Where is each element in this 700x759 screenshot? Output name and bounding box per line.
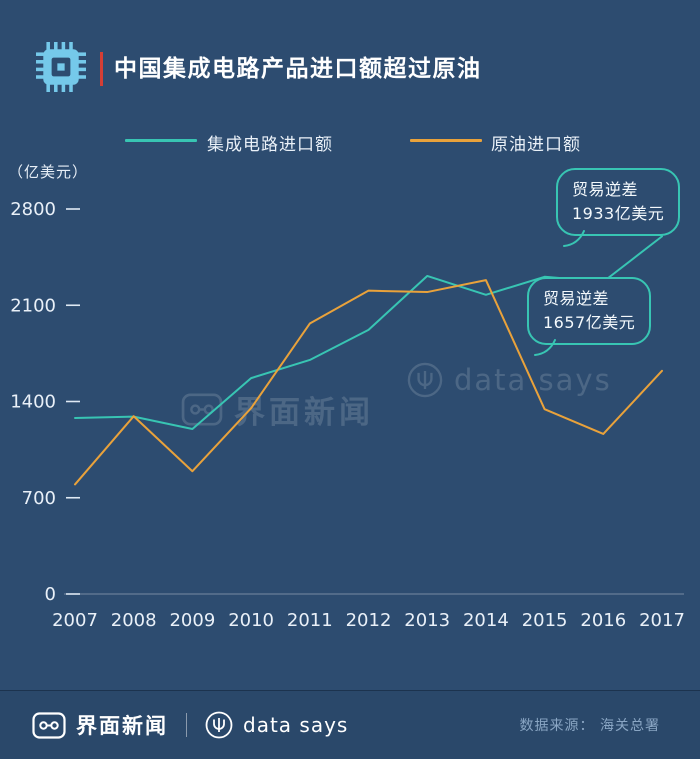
y-tick-label: 1400 [10,392,56,413]
footer-divider [186,713,187,737]
jiemian-brand-text: 界面新闻 [76,714,168,738]
annotation-bubble-2017-deficit: 贸易逆差 1933亿美元 [556,168,681,247]
y-tick-label: 2800 [10,199,56,220]
y-tick-label: 700 [22,488,56,509]
bubble-tail-icon [534,339,556,356]
datasays-logo-watermark-icon [407,362,443,398]
y-axis-unit-label: （亿美元） [8,163,89,181]
cpu-chip-icon [36,42,86,92]
y-tick-label: 0 [45,584,56,605]
x-tick-label: 2017 [639,610,685,631]
series-line-1 [74,279,663,486]
x-tick-label: 2009 [169,610,215,631]
legend-label-oil: 原油进口额 [491,135,581,155]
line-chart-canvas: 0 700 1400 2100 2800 2007 2008 2009 2010 2011 2012… [10,199,685,631]
bubble-tail-icon [563,230,585,247]
x-tick-label: 2014 [463,610,509,631]
footer: 界面新闻 data says 数据来源： 海关总署 [0,690,700,759]
x-tick-label: 2010 [228,610,274,631]
brand-group: 界面新闻 data says [32,710,348,740]
legend-label-ic: 集成电路进口额 [207,135,333,155]
x-tick-label: 2007 [52,610,98,631]
annotation-text-2017: 贸易逆差 1933亿美元 [572,180,665,223]
x-tick-label: 2013 [404,610,450,631]
data-source-text: 数据来源： 海关总署 [519,718,660,734]
x-tick-label: 2008 [111,610,157,631]
jiemian-logo-icon [32,711,66,739]
x-tick-label: 2016 [580,610,626,631]
annotation-bubble-2016-deficit: 贸易逆差 1657亿美元 [527,277,652,356]
page-title: 中国集成电路产品进口额超过原油 [114,56,482,82]
y-tick-label: 2100 [10,295,56,316]
datasays-logo-icon [205,711,233,739]
legend-swatch-ic [125,139,197,142]
jiemian-logo-watermark-icon [181,393,223,426]
x-tick-label: 2012 [346,610,392,631]
annotation-text-2016: 贸易逆差 1657亿美元 [543,289,636,332]
title-accent-bar [100,52,103,86]
x-tick-label: 2011 [287,610,333,631]
datasays-brand-text: data says [243,713,349,737]
legend-swatch-oil [410,139,482,142]
x-tick-label: 2015 [522,610,568,631]
